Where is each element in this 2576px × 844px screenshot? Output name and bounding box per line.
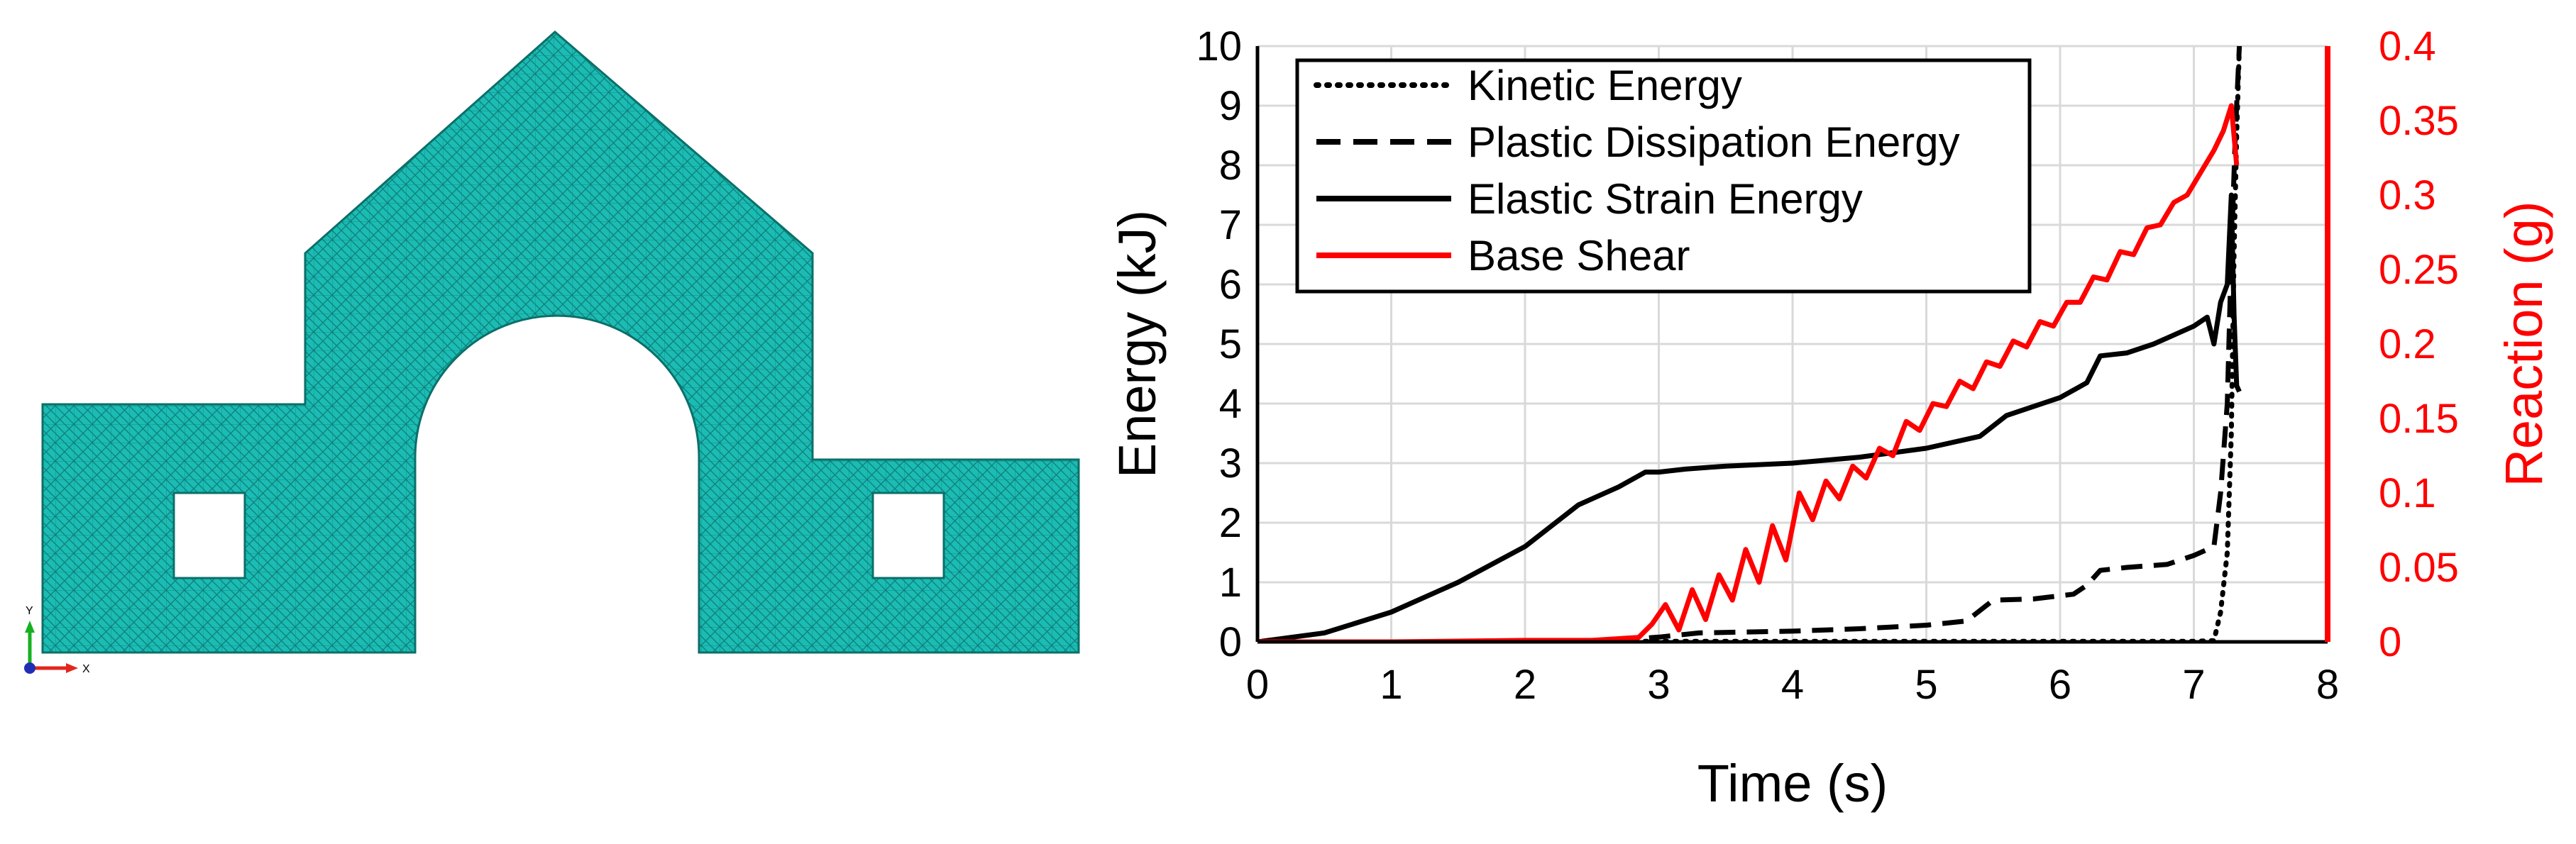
y2-tick-label-7: 0.35 xyxy=(2379,98,2459,144)
y2-tick-label-4: 0.2 xyxy=(2379,321,2436,367)
y2-tick-label-5: 0.25 xyxy=(2379,247,2459,293)
y2-tick-label-8: 0.4 xyxy=(2379,23,2436,70)
chart-axes xyxy=(1255,46,2330,644)
y2-tick-label-6: 0.3 xyxy=(2379,172,2436,218)
triad-x-label: X xyxy=(82,663,90,675)
triad-y-arrow xyxy=(25,621,35,633)
x-tick-label-3: 3 xyxy=(1647,662,1670,708)
y-tick-label-2: 2 xyxy=(1219,500,1242,546)
y2-axis-title: Reaction (g) xyxy=(2494,201,2553,487)
y-tick-label-3: 3 xyxy=(1219,440,1242,487)
x-tick-label-7: 7 xyxy=(2182,662,2205,708)
y-tick-label-1: 1 xyxy=(1219,560,1242,606)
x-tick-label-0: 0 xyxy=(1246,662,1269,708)
legend-label-0: Kinetic Energy xyxy=(1468,62,1742,109)
legend: Kinetic Energy Plastic Dissipation Energy… xyxy=(1295,58,2032,294)
x-tick-label-4: 4 xyxy=(1781,662,1804,708)
y-tick-label-5: 5 xyxy=(1219,321,1242,367)
chart: 0 1 2 3 4 5 6 7 801234567891000.050.10.150.20.25… xyxy=(1108,23,2553,813)
x-tick-label-5: 5 xyxy=(1915,662,1937,708)
legend-label-2: Elastic Strain Energy xyxy=(1468,175,1863,223)
y2-tick-label-0: 0 xyxy=(2379,619,2401,665)
x-tick-label-6: 6 xyxy=(2049,662,2071,708)
series-line-plastic-dissipation-energy xyxy=(1257,46,2242,642)
triad-y-label: Y xyxy=(26,605,33,617)
x-tick-label-8: 8 xyxy=(2316,662,2339,708)
y-tick-label-9: 9 xyxy=(1219,83,1242,129)
coordinate-triad: Y X xyxy=(24,605,90,675)
series-line-elastic-strain-energy xyxy=(1257,192,2242,642)
y-tick-label-4: 4 xyxy=(1219,381,1242,427)
series-line-base-shear xyxy=(1257,103,2240,642)
x-tick-label-1: 1 xyxy=(1380,662,1402,708)
tick-labels: 0 1 2 3 4 5 6 7 801234567891000.050.10.150.20.25… xyxy=(1196,23,2458,708)
triad-origin xyxy=(24,662,35,674)
y-axis-title: Energy (kJ) xyxy=(1108,210,1167,478)
mesh-model xyxy=(41,30,1080,654)
x-axis-title: Time (s) xyxy=(1697,754,1888,813)
y2-tick-label-3: 0.15 xyxy=(2379,396,2459,442)
y-tick-label-0: 0 xyxy=(1219,619,1242,665)
y-tick-label-7: 7 xyxy=(1219,202,1242,248)
y2-tick-label-1: 0.05 xyxy=(2379,545,2459,591)
legend-label-3: Base Shear xyxy=(1468,232,1690,279)
y-tick-label-8: 8 xyxy=(1219,143,1242,189)
legend-entries: Kinetic Energy Plastic Dissipation Energy… xyxy=(1314,62,1960,279)
mesh-panel: Y X xyxy=(24,30,1080,675)
y-tick-label-6: 6 xyxy=(1219,262,1242,308)
x-tick-label-2: 2 xyxy=(1514,662,1536,708)
y2-tick-label-2: 0.1 xyxy=(2379,470,2436,516)
legend-label-1: Plastic Dissipation Energy xyxy=(1468,118,1960,166)
y-tick-label-10: 10 xyxy=(1196,23,1242,70)
triad-x-arrow xyxy=(66,663,78,673)
